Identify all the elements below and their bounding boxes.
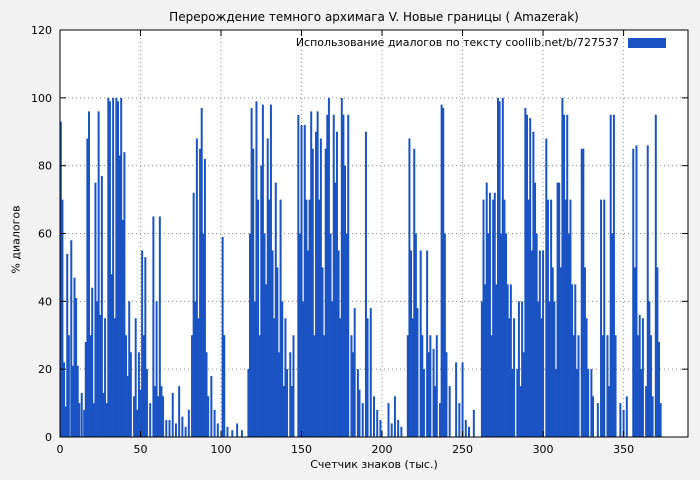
- svg-text:100: 100: [31, 92, 52, 105]
- y-axis-label: % диалогов: [9, 205, 23, 274]
- svg-text:80: 80: [38, 160, 52, 173]
- svg-text:120: 120: [31, 24, 52, 37]
- x-axis-label: Счетчик знаков (тыс.): [310, 458, 438, 471]
- svg-text:250: 250: [452, 443, 473, 456]
- legend-swatch: [628, 37, 666, 48]
- svg-text:20: 20: [38, 363, 52, 376]
- svg-text:40: 40: [38, 295, 52, 308]
- svg-text:200: 200: [372, 443, 393, 456]
- svg-text:150: 150: [291, 443, 312, 456]
- svg-text:60: 60: [38, 228, 52, 241]
- legend: Использование диалогов по тексту coollib…: [296, 36, 666, 49]
- svg-text:300: 300: [533, 443, 554, 456]
- legend-label: Использование диалогов по тексту coollib…: [295, 36, 619, 49]
- svg-text:0: 0: [57, 443, 64, 456]
- svg-text:100: 100: [211, 443, 232, 456]
- chart-title: Перерождение темного архимага V. Новые г…: [169, 10, 579, 24]
- svg-text:50: 50: [134, 443, 148, 456]
- svg-text:350: 350: [613, 443, 634, 456]
- svg-text:0: 0: [45, 431, 52, 444]
